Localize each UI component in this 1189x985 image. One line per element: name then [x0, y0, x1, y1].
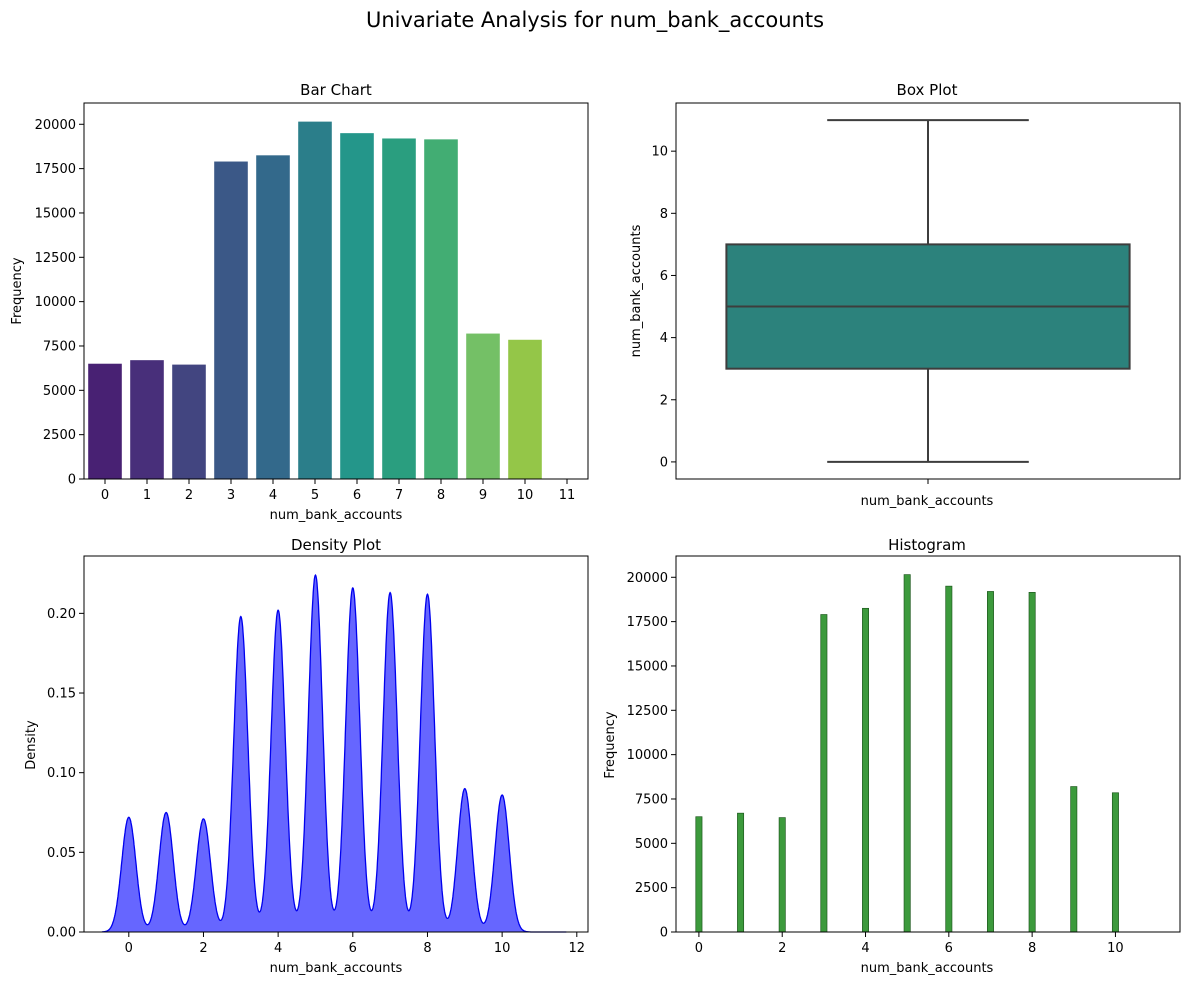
density-plot-xlabel: num_bank_accounts [270, 961, 403, 976]
bar-9 [466, 333, 500, 479]
x-tick-label: 11 [559, 488, 576, 503]
bar-chart-title: Bar Chart [300, 81, 372, 99]
y-tick-label: 4 [660, 331, 668, 346]
density-plot-panel: Density Plot 0 2 4 6 8 10 12 0.00 0.05 0.10 0.15 0.… [24, 536, 589, 976]
y-tick-label: 12500 [627, 704, 668, 719]
y-tick-label: 20000 [627, 571, 668, 586]
x-tick-label: 3 [227, 488, 235, 503]
x-tick-label: 6 [349, 941, 357, 956]
y-tick-label: 12500 [35, 251, 76, 266]
box-plot-xlabel: num_bank_accounts [861, 494, 994, 509]
hist-bar-8 [1028, 592, 1036, 933]
x-tick-label: 2 [185, 488, 193, 503]
x-tick-label: 8 [423, 941, 431, 956]
hist-bar-2 [778, 817, 786, 933]
x-tick-label: 10 [1107, 941, 1124, 956]
x-tick-label: 12 [569, 941, 586, 956]
hist-bar-9 [1070, 786, 1078, 933]
x-tick-label: 0 [695, 941, 703, 956]
hist-bar-4 [862, 607, 869, 933]
y-tick-label: 7500 [43, 339, 76, 354]
y-tick-label: 2500 [635, 881, 668, 896]
bar-1 [130, 360, 164, 479]
density-plot-title: Density Plot [291, 536, 381, 554]
bar-chart-xlabel: num_bank_accounts [270, 508, 403, 523]
bar-10 [508, 339, 542, 479]
histogram-title: Histogram [888, 536, 966, 554]
bar-chart-panel: Bar Chart 0 1 2 3 4 5 6 7 8 9 10 11 0 2500 5000 7500 100… [10, 81, 589, 523]
bar-0 [88, 363, 122, 479]
y-tick-label: 17500 [627, 615, 668, 630]
y-tick-label: 2 [660, 393, 668, 408]
hist-bar-6 [945, 585, 953, 933]
y-tick-label: 7500 [635, 792, 668, 807]
y-tick-label: 6 [660, 269, 668, 284]
x-tick-label: 4 [274, 941, 282, 956]
hist-bar-1 [737, 812, 745, 933]
x-tick-label: 2 [199, 941, 207, 956]
bar-6 [340, 133, 374, 479]
bar-5 [298, 121, 332, 479]
density-plot-ylabel: Density [24, 720, 39, 770]
bar-2 [172, 364, 206, 479]
density-plot-frame [83, 555, 589, 933]
y-tick-label: 5000 [43, 384, 76, 399]
y-tick-label: 0.15 [47, 687, 76, 702]
y-tick-label: 0.10 [47, 766, 76, 781]
x-tick-label: 10 [494, 941, 511, 956]
x-tick-label: 1 [143, 488, 151, 503]
x-tick-label: 8 [1028, 941, 1036, 956]
bar-4 [256, 155, 290, 480]
x-tick-label: 8 [437, 488, 445, 503]
x-tick-label: 6 [353, 488, 361, 503]
y-tick-label: 0 [68, 473, 76, 488]
hist-bar-0 [695, 816, 703, 933]
x-tick-label: 5 [311, 488, 319, 503]
box-plot-panel: Box Plot 0 2 4 6 8 10 num_bank_accounts num_b… [629, 81, 1181, 509]
histogram-panel: Histogram 0 2 4 6 8 10 0 2500 5000 7500 10000 12500… [603, 536, 1181, 976]
x-tick-label: 10 [517, 488, 534, 503]
y-tick-label: 0.00 [47, 926, 76, 941]
y-tick-label: 0 [660, 926, 668, 941]
density-line [101, 573, 567, 933]
y-tick-label: 10000 [35, 295, 76, 310]
hist-bar-7 [987, 591, 994, 933]
y-tick-label: 20000 [35, 118, 76, 133]
box-plot-ylabel: num_bank_accounts [629, 224, 644, 357]
hist-bar-10 [1111, 792, 1119, 933]
x-tick-label: 0 [125, 941, 133, 956]
x-tick-label: 7 [395, 488, 403, 503]
bar-8 [424, 139, 458, 479]
histogram-xlabel: num_bank_accounts [861, 961, 994, 976]
x-tick-label: 4 [861, 941, 869, 956]
y-tick-label: 17500 [35, 162, 76, 177]
y-tick-label: 15000 [35, 206, 76, 221]
y-tick-label: 0.20 [47, 607, 76, 622]
bar-3 [214, 161, 248, 479]
y-tick-label: 10000 [627, 748, 668, 763]
x-tick-label: 2 [778, 941, 786, 956]
figure-suptitle: Univariate Analysis for num_bank_account… [366, 8, 824, 33]
bar-chart-frame [83, 102, 589, 480]
y-tick-label: 8 [660, 207, 668, 222]
y-tick-label: 5000 [635, 837, 668, 852]
hist-bar-3 [820, 614, 828, 933]
density-area [101, 575, 567, 932]
x-tick-label: 6 [945, 941, 953, 956]
bar-7 [382, 138, 416, 480]
histogram-frame [675, 555, 1181, 933]
x-tick-label: 4 [269, 488, 277, 503]
y-tick-label: 0 [660, 455, 668, 470]
x-tick-label: 0 [101, 488, 109, 503]
y-tick-label: 15000 [627, 659, 668, 674]
bar-chart-ylabel: Frequency [10, 257, 25, 324]
x-tick-label: 9 [479, 488, 487, 503]
box-plot-title: Box Plot [897, 81, 958, 99]
hist-bar-5 [903, 574, 911, 933]
histogram-ylabel: Frequency [603, 711, 618, 778]
y-tick-label: 10 [651, 145, 668, 160]
y-tick-label: 2500 [43, 428, 76, 443]
y-tick-label: 0.05 [47, 846, 76, 861]
